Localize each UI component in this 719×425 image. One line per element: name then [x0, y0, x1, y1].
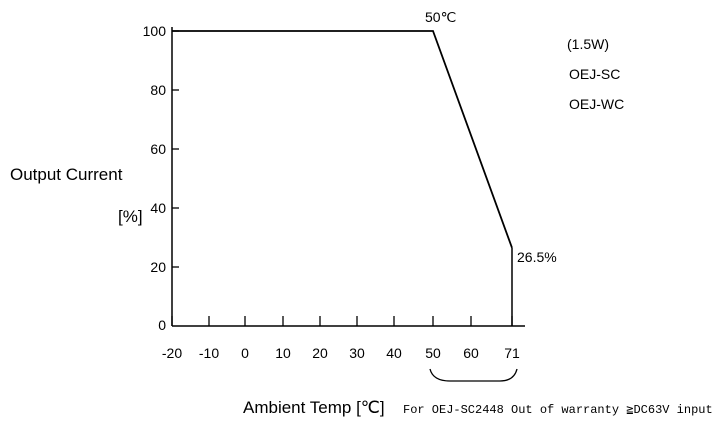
x-axis-title: Ambient Temp [℃]: [243, 398, 385, 417]
x-tick-label: 60: [463, 345, 479, 361]
x-tick-label: 30: [349, 345, 365, 361]
ticks: -20 -10 0 10 20 30 40 50 60 71 0 20 40 60 80 100: [143, 23, 520, 361]
x-tick-label: 20: [312, 345, 328, 361]
x-tick-label: 0: [241, 345, 249, 361]
series: [172, 30, 513, 326]
y-tick-label: 100: [143, 23, 167, 39]
knee-label: 50℃: [425, 9, 456, 25]
x-tick-label: -10: [199, 345, 219, 361]
warranty-note: For OEJ-SC2448 Out of warranty ≧DC63V in…: [403, 403, 713, 417]
y-tick-label: 20: [150, 259, 166, 275]
x-tick-label: 10: [275, 345, 291, 361]
y-tick-label: 80: [150, 82, 166, 98]
range-brace: [429, 368, 518, 382]
legend-entry-power: (1.5W): [567, 36, 609, 52]
end-label: 26.5%: [517, 249, 557, 265]
x-tick-label: 71: [504, 345, 520, 361]
legend-entry-oej-sc: OEJ-SC: [569, 66, 620, 82]
y-axis-title-line1: Output Current: [10, 165, 123, 184]
derating-curve: [172, 30, 513, 249]
y-tick-label: 0: [158, 317, 166, 333]
y-axis-title-line2: [%]: [118, 207, 143, 226]
y-tick-label: 60: [150, 141, 166, 157]
x-tick-label: 40: [386, 345, 402, 361]
axes: [171, 27, 525, 327]
x-tick-label: 50: [425, 345, 441, 361]
y-tick-label: 40: [150, 200, 166, 216]
legend-entry-oej-wc: OEJ-WC: [569, 96, 624, 112]
x-tick-label: -20: [162, 345, 182, 361]
